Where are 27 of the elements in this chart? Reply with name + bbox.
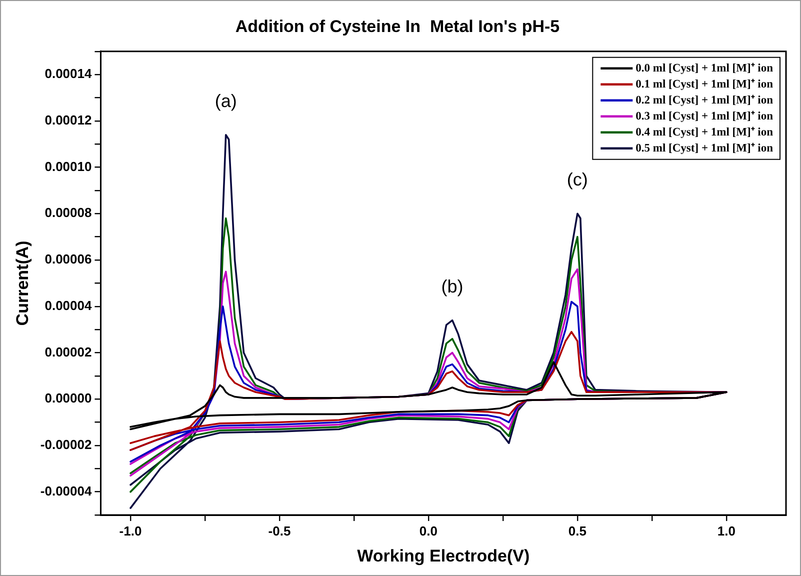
y-axis-title: Current(A) (12, 240, 32, 326)
legend-label: 0.2 ml [Cyst] + 1ml [M]⁺ ion (636, 94, 774, 106)
x-axis-title: Working Electrode(V) (357, 546, 530, 566)
legend-label: 0.0 ml [Cyst] + 1ml [M]⁺ ion (636, 62, 774, 74)
legend-label: 0.5 ml [Cyst] + 1ml [M]⁺ ion (636, 142, 774, 154)
x-tick-label: -1.0 (119, 523, 142, 538)
legend-label: 0.4 ml [Cyst] + 1ml [M]⁺ ion (636, 126, 774, 138)
y-tick-label: 0.00004 (44, 298, 92, 313)
chart-title: Addition of Cysteine In Metal Ion's pH-5 (235, 16, 560, 36)
y-tick-label: -0.00004 (40, 483, 92, 498)
y-tick-label: -0.00002 (40, 437, 92, 452)
y-tick-label: 0.00014 (44, 66, 92, 82)
y-tick-label: 0.00006 (44, 252, 92, 267)
annotation: (b) (441, 276, 464, 296)
annotation: (c) (566, 170, 588, 190)
y-tick-label: 0.00002 (44, 344, 92, 360)
legend-label: 0.3 ml [Cyst] + 1ml [M]⁺ ion (636, 110, 774, 122)
y-tick-label: 0.00000 (44, 390, 92, 406)
y-tick-label: 0.00012 (44, 112, 92, 128)
x-tick-label: 1.0 (717, 523, 736, 538)
y-tick-label: 0.00010 (44, 158, 92, 174)
legend-label: 0.1 ml [Cyst] + 1ml [M]⁺ ion (636, 78, 774, 90)
annotation: (a) (214, 90, 237, 111)
y-tick-label: 0.00008 (44, 205, 92, 220)
x-tick-label: 0.0 (419, 523, 438, 538)
x-tick-label: 0.5 (568, 523, 586, 538)
x-tick-label: -0.5 (268, 523, 291, 538)
